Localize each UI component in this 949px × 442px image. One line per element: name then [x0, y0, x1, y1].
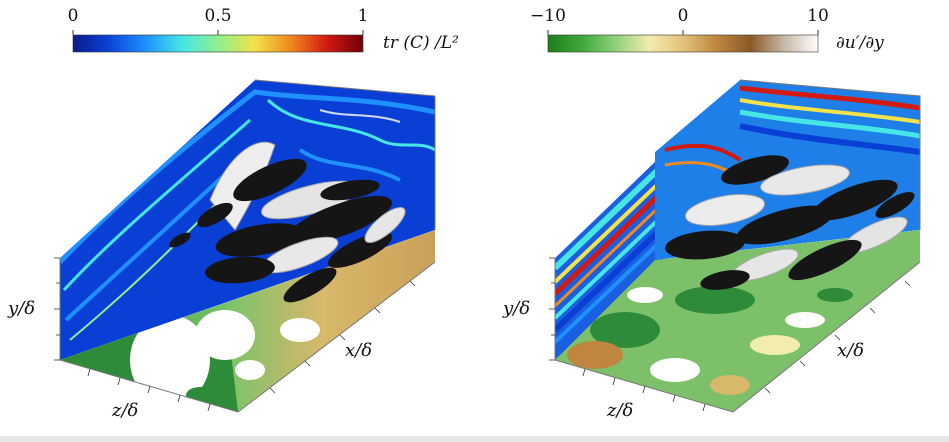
left-colorbar-tick: 0.5	[204, 6, 232, 26]
right-x-axis-label: x/δ	[837, 340, 865, 361]
left-panel: 0 0.5 1 tr (C) /L² y/δ z/δ x/δ	[0, 0, 474, 442]
right-floor	[555, 230, 920, 412]
left-x-axis-label: x/δ	[345, 340, 373, 361]
right-colorbar-label: ∂u′/∂y	[836, 33, 884, 53]
right-colorbar	[547, 34, 819, 53]
left-colorbar	[72, 34, 364, 53]
right-axis-ticks	[549, 257, 911, 412]
right-colorbar-tick: 10	[807, 6, 829, 26]
right-panel: −10 0 10 ∂u′/∂y y/δ z/δ x/δ	[475, 0, 949, 442]
left-vortex-structures	[169, 141, 406, 303]
left-figure	[54, 30, 436, 413]
left-floor	[60, 230, 435, 412]
left-colorbar-tick: 1	[357, 6, 369, 26]
right-figure	[547, 30, 921, 413]
right-colorbar-tick: 0	[677, 6, 689, 26]
left-back-wall	[60, 80, 435, 360]
left-axis-ticks	[54, 257, 416, 412]
right-vortex-structures	[665, 155, 915, 290]
left-colorbar-label: tr (C) /L²	[383, 33, 459, 53]
right-colorbar-tick: −10	[530, 6, 566, 26]
right-y-axis-label: y/δ	[503, 298, 531, 319]
left-colorbar-tick: 0	[67, 6, 79, 26]
left-z-axis-label: z/δ	[112, 400, 139, 421]
bottom-strip	[0, 436, 949, 442]
left-y-axis-label: y/δ	[8, 298, 36, 319]
right-z-axis-label: z/δ	[607, 400, 634, 421]
